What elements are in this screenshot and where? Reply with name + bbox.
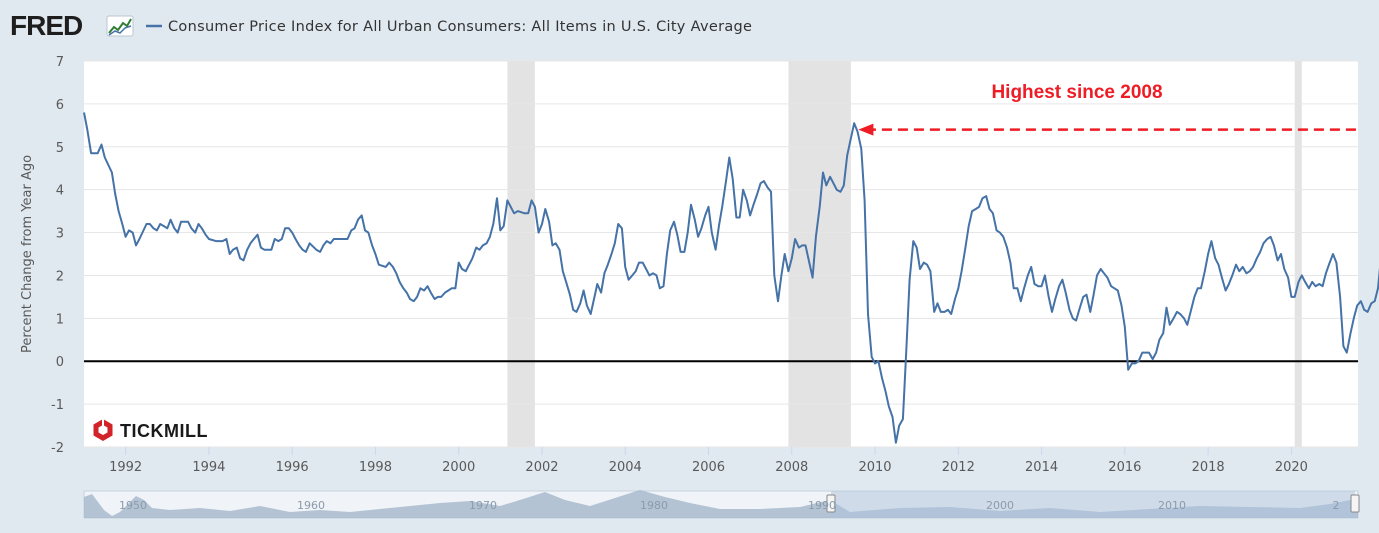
- navigator-label: 1970: [469, 499, 497, 512]
- y-tick-label: 1: [56, 312, 64, 327]
- recession-band: [788, 61, 851, 447]
- navigator-label: 2: [1333, 499, 1340, 512]
- x-tick-label: 2018: [1192, 460, 1225, 475]
- x-tick-label: 2014: [1025, 460, 1058, 475]
- navigator[interactable]: 1950 1960 1970 1980 1990 2000 2010 2: [83, 490, 1360, 519]
- navigator-label: 1950: [119, 499, 147, 512]
- y-tick-label: 3: [56, 227, 64, 242]
- fred-logo-text[interactable]: FRED: [10, 10, 84, 41]
- tickmill-watermark: TICKMILL: [93, 419, 208, 441]
- tickmill-text: TICKMILL: [120, 421, 208, 441]
- y-tick-label: 2: [56, 269, 64, 284]
- annotation-arrow-head: [858, 123, 874, 136]
- x-tick-label: 2008: [775, 460, 808, 475]
- annotation: Highest since 2008: [858, 82, 1356, 136]
- x-tick-label: 1992: [109, 460, 142, 475]
- y-tick-label: 4: [56, 184, 64, 199]
- legend-label[interactable]: Consumer Price Index for All Urban Consu…: [168, 19, 752, 35]
- y-tick-label: 5: [56, 141, 64, 156]
- navigator-label: 1980: [640, 499, 668, 512]
- x-tick-label: 1996: [276, 460, 309, 475]
- x-tick-label: 2016: [1108, 460, 1141, 475]
- y-axis: -2 -1 0 1 2 3 4 5 6 7: [51, 55, 64, 456]
- navigator-selected-range[interactable]: [831, 491, 1355, 518]
- navigator-label: 2000: [986, 499, 1014, 512]
- x-tick-label: 2000: [442, 460, 475, 475]
- header: FRED Consumer Price Index for All Urban …: [10, 10, 752, 41]
- y-axis-title: Percent Change from Year Ago: [20, 155, 35, 353]
- x-tick-label: 2010: [858, 460, 891, 475]
- series-line-cpi[interactable]: [83, 112, 1379, 444]
- navigator-left-handle[interactable]: [826, 494, 836, 513]
- x-tick-label: 1994: [192, 460, 225, 475]
- x-tick-label: 2002: [525, 460, 558, 475]
- navigator-right-handle[interactable]: [1350, 494, 1360, 513]
- x-tick-label: 2004: [609, 460, 642, 475]
- annotation-text: Highest since 2008: [991, 82, 1162, 103]
- navigator-label: 2010: [1158, 499, 1186, 512]
- y-tick-label: -1: [51, 398, 64, 413]
- tickmill-logo-icon: [93, 419, 113, 441]
- plot-area: [84, 61, 1358, 447]
- x-tick-label: 2006: [692, 460, 725, 475]
- x-tick-label: 2020: [1275, 460, 1308, 475]
- recession-band: [1294, 61, 1302, 447]
- navigator-label: 1990: [808, 499, 836, 512]
- gridlines: [84, 60, 1358, 448]
- navigator-label: 1960: [297, 499, 325, 512]
- x-tick-label: 1998: [359, 460, 392, 475]
- x-tick-label: 2012: [942, 460, 975, 475]
- y-tick-label: 6: [56, 98, 64, 113]
- y-tick-label: -2: [51, 441, 64, 456]
- recession-bands: [507, 61, 1302, 447]
- recession-band: [507, 61, 535, 447]
- y-tick-label: 7: [56, 55, 64, 70]
- y-tick-label: 0: [56, 355, 64, 370]
- fred-chart-icon: [106, 15, 134, 37]
- x-axis: 1992 1994 1996 1998 2000 2002 2004 2006 2008 2010…: [109, 447, 1308, 475]
